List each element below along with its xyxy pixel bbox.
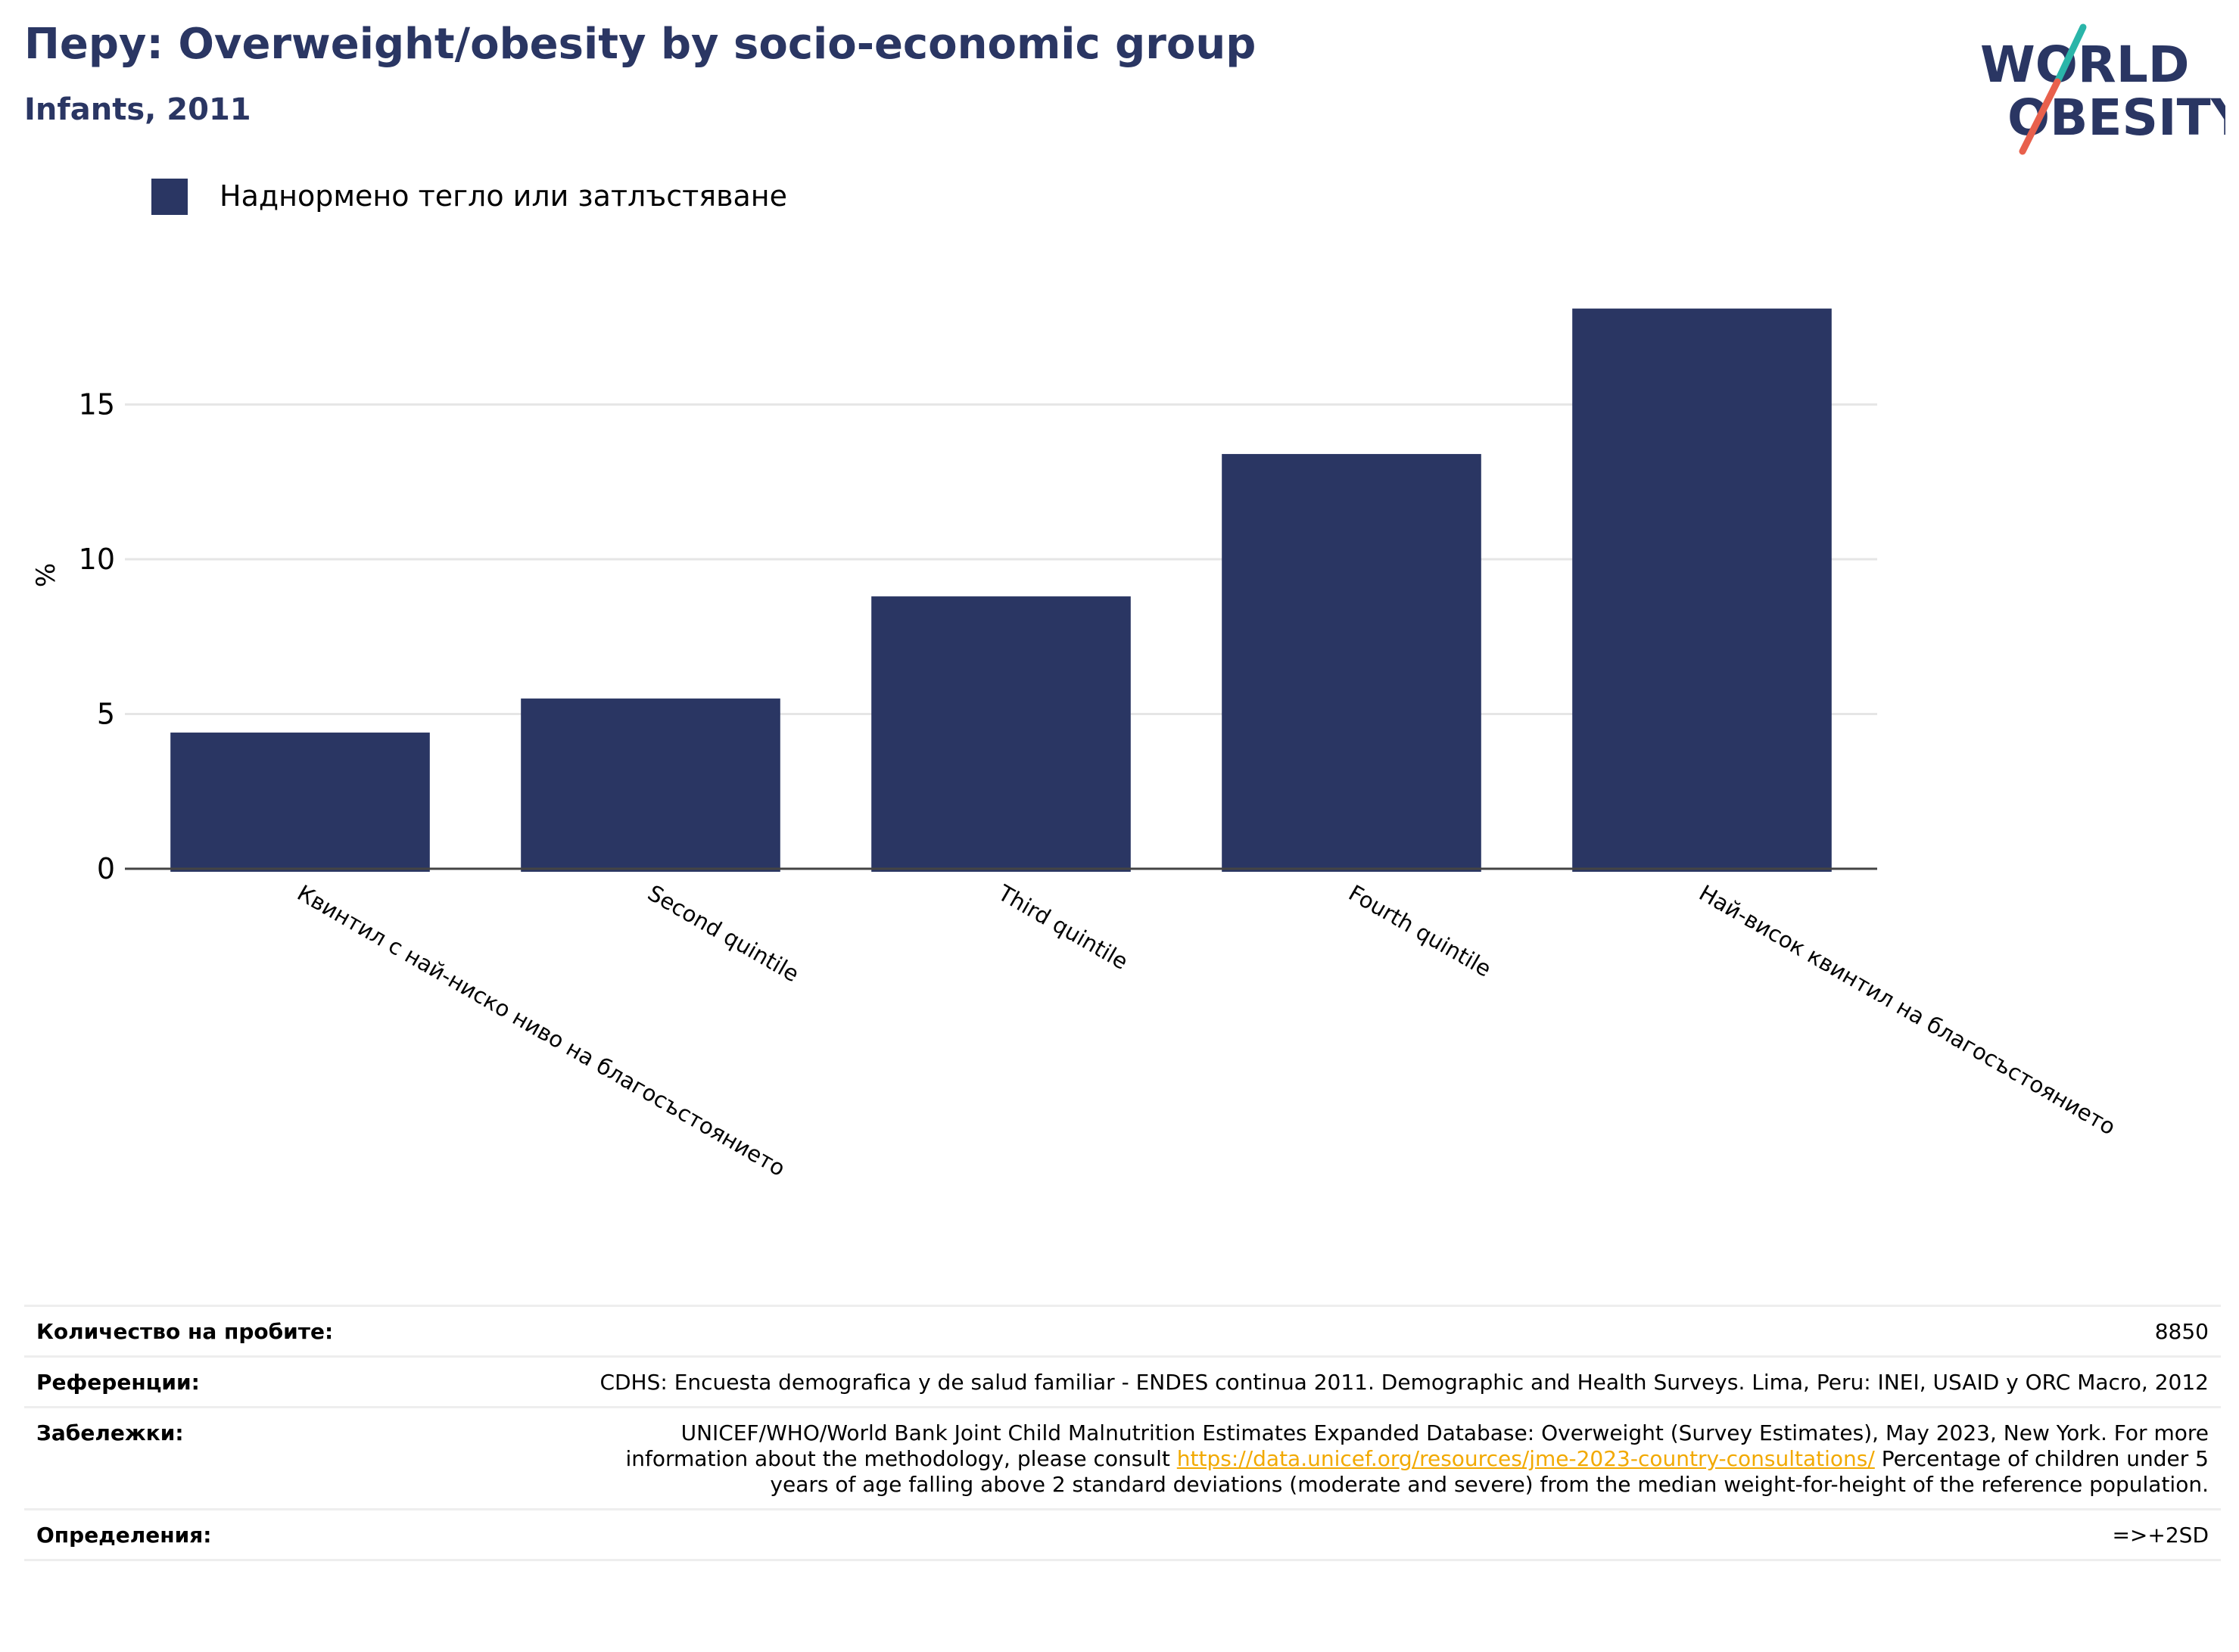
logo-line-2: OBESITY [2007, 89, 2225, 147]
methodology-link[interactable]: https://data.unicef.org/resources/jme-20… [1176, 1446, 1875, 1471]
logo-line-1: WORLD [1980, 36, 2190, 94]
x-tick-label: Third quintile [993, 879, 1132, 975]
notes-value: UNICEF/WHO/World Bank Joint Child Malnut… [578, 1408, 2221, 1510]
chart-title: Перу: Overweight/obesity by socio-econom… [24, 20, 1257, 69]
notes-text-before: UNICEF/WHO/World Bank Joint Child Malnut… [625, 1420, 2209, 1471]
logo-slash-top [2054, 23, 2087, 86]
y-axis-ticks: 0 5 10 15 [79, 388, 115, 886]
definitions-row: Определения: =>+2SD [24, 1509, 2221, 1560]
y-tick-label: 15 [79, 388, 115, 422]
y-axis-label: % [31, 563, 61, 587]
sample-size-value: 8850 [2154, 1319, 2209, 1344]
x-tick-label: Най-висок квинтил на благосъстоянието [1695, 880, 2120, 1140]
bar [521, 698, 780, 872]
legend-label: Наднормено тегло или затлъстяване [220, 179, 787, 213]
world-obesity-logo: WORLD OBESITY [1980, 23, 2225, 155]
y-tick-label: 5 [97, 698, 115, 731]
y-tick-label: 0 [97, 852, 115, 885]
notes-row: Забележки: UNICEF/WHO/World Bank Joint C… [24, 1407, 2221, 1510]
bar [1222, 453, 1481, 872]
metadata-table: Количество на пробите: 8850 Референции: … [24, 1305, 2221, 1561]
notes-label: Забележки: [36, 1420, 184, 1445]
definitions-label: Определения: [36, 1523, 212, 1548]
x-tick-label: Second quintile [643, 880, 803, 988]
x-tick-label: Fourth quintile [1344, 880, 1496, 982]
bar-chart: Наднормено тегло или затлъстяване % 0 5 10… [31, 179, 2120, 1181]
chart-subtitle: Infants, 2011 [24, 92, 251, 127]
definitions-value: =>+2SD [2112, 1523, 2209, 1548]
bars [170, 308, 1832, 873]
legend-swatch [151, 179, 188, 215]
notes-text-after: Percentage of children under 5 years of … [770, 1446, 2209, 1497]
sample-size-label: Количество на пробите: [36, 1319, 334, 1344]
chart-legend: Наднормено тегло или затлъстяване [151, 179, 787, 215]
bar [1572, 308, 1832, 873]
sample-size-row: Количество на пробите: 8850 [24, 1305, 2221, 1357]
logo-slash-bottom [2019, 78, 2061, 155]
y-tick-label: 10 [79, 543, 115, 576]
x-axis-ticks: Квинтил с най-ниско ниво на благосъстоян… [293, 879, 2120, 1181]
bar [871, 596, 1131, 872]
references-label: Референции: [36, 1370, 200, 1395]
references-row: Референции: CDHS: Encuesta demografica y… [24, 1356, 2221, 1408]
bar [170, 733, 430, 872]
references-value: CDHS: Encuesta demografica y de salud fa… [599, 1370, 2209, 1395]
